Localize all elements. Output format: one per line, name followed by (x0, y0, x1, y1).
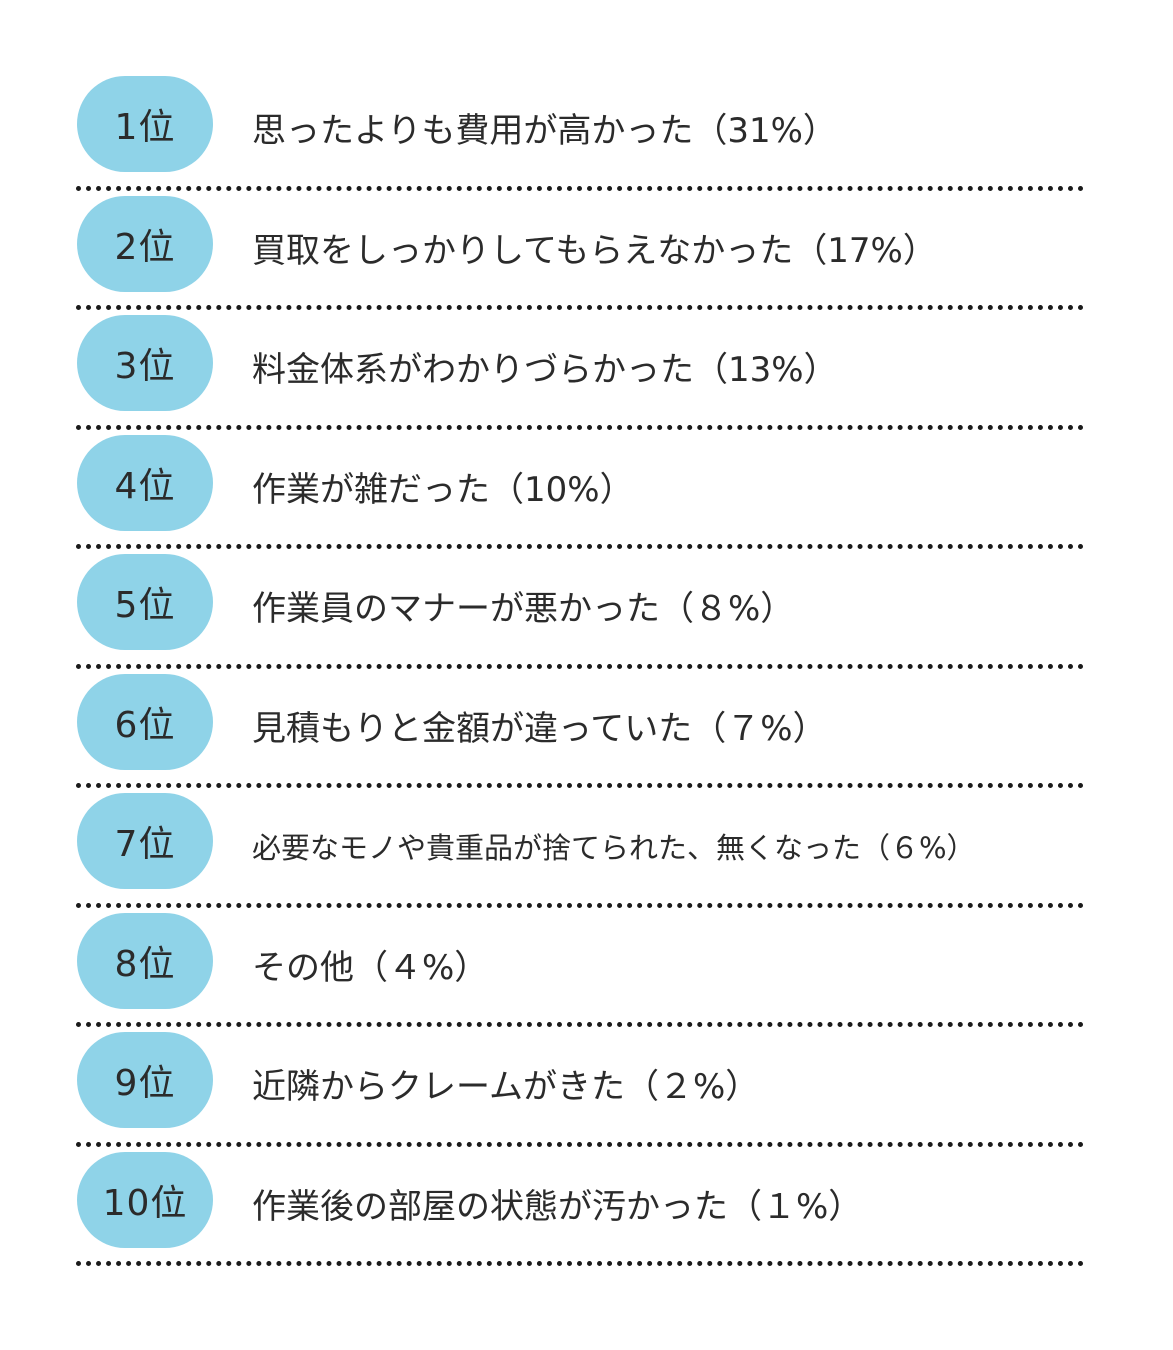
dotted-divider (76, 185, 1084, 191)
rank-label: 見積もりと金額が違っていた（７%） (252, 708, 827, 749)
dotted-divider (76, 663, 1084, 669)
rank-label: 思ったよりも費用が高かった（31%） (252, 111, 837, 151)
rank-badge: 10位 (77, 1151, 213, 1248)
ranking-item-3: 3位 料金体系がわかりづらかった（13%） (76, 310, 1084, 430)
rank-badge: 2位 (77, 195, 213, 292)
dotted-divider (76, 1022, 1084, 1027)
rank-label: 作業後の部屋の状態が汚かった（１%） (252, 1186, 863, 1227)
dotted-divider (76, 1261, 1084, 1266)
dotted-divider (76, 1141, 1084, 1147)
dotted-divider (76, 424, 1084, 430)
rank-badge: 1位 (77, 76, 213, 172)
dotted-divider (76, 783, 1084, 788)
ranking-item-7: 7位 必要なモノや貴重品が捨てられた、無くなった（６%） (76, 788, 1084, 908)
ranking-list: 1位 思ったよりも費用が高かった（31%） 2位 買取をしっかりしてもらえなかっ… (76, 71, 1084, 1266)
ranking-item-8: 8位 その他（４%） (76, 908, 1084, 1027)
rank-label: その他（４%） (252, 947, 489, 988)
ranking-item-1: 1位 思ったよりも費用が高かった（31%） (76, 71, 1084, 191)
rank-badge: 8位 (77, 912, 213, 1009)
rank-label: 作業員のマナーが悪かった（８%） (252, 589, 795, 629)
ranking-item-2: 2位 買取をしっかりしてもらえなかった（17%） (76, 191, 1084, 310)
rank-badge: 9位 (77, 1032, 213, 1128)
dotted-divider (76, 544, 1084, 549)
ranking-item-4: 4位 作業が雑だった（10%） (76, 430, 1084, 549)
rank-label: 料金体系がわかりづらかった（13%） (252, 350, 838, 390)
dotted-divider (76, 902, 1084, 908)
rank-label: 近隣からクレームがきた（２%） (252, 1067, 760, 1107)
ranking-item-6: 6位 見積もりと金額が違っていた（７%） (76, 669, 1084, 788)
rank-badge: 5位 (77, 554, 213, 650)
ranking-item-5: 5位 作業員のマナーが悪かった（８%） (76, 549, 1084, 669)
ranking-item-9: 9位 近隣からクレームがきた（２%） (76, 1027, 1084, 1147)
rank-label: 買取をしっかりしてもらえなかった（17%） (252, 230, 937, 271)
dotted-divider (76, 305, 1084, 310)
rank-badge: 4位 (77, 434, 213, 531)
ranking-item-10: 10位 作業後の部屋の状態が汚かった（１%） (76, 1147, 1084, 1266)
rank-badge: 3位 (77, 315, 213, 411)
rank-badge: 6位 (77, 673, 213, 770)
rank-label: 作業が雑だった（10%） (252, 469, 634, 510)
rank-badge: 7位 (77, 793, 213, 889)
rank-label: 必要なモノや貴重品が捨てられた、無くなった（６%） (252, 831, 976, 865)
